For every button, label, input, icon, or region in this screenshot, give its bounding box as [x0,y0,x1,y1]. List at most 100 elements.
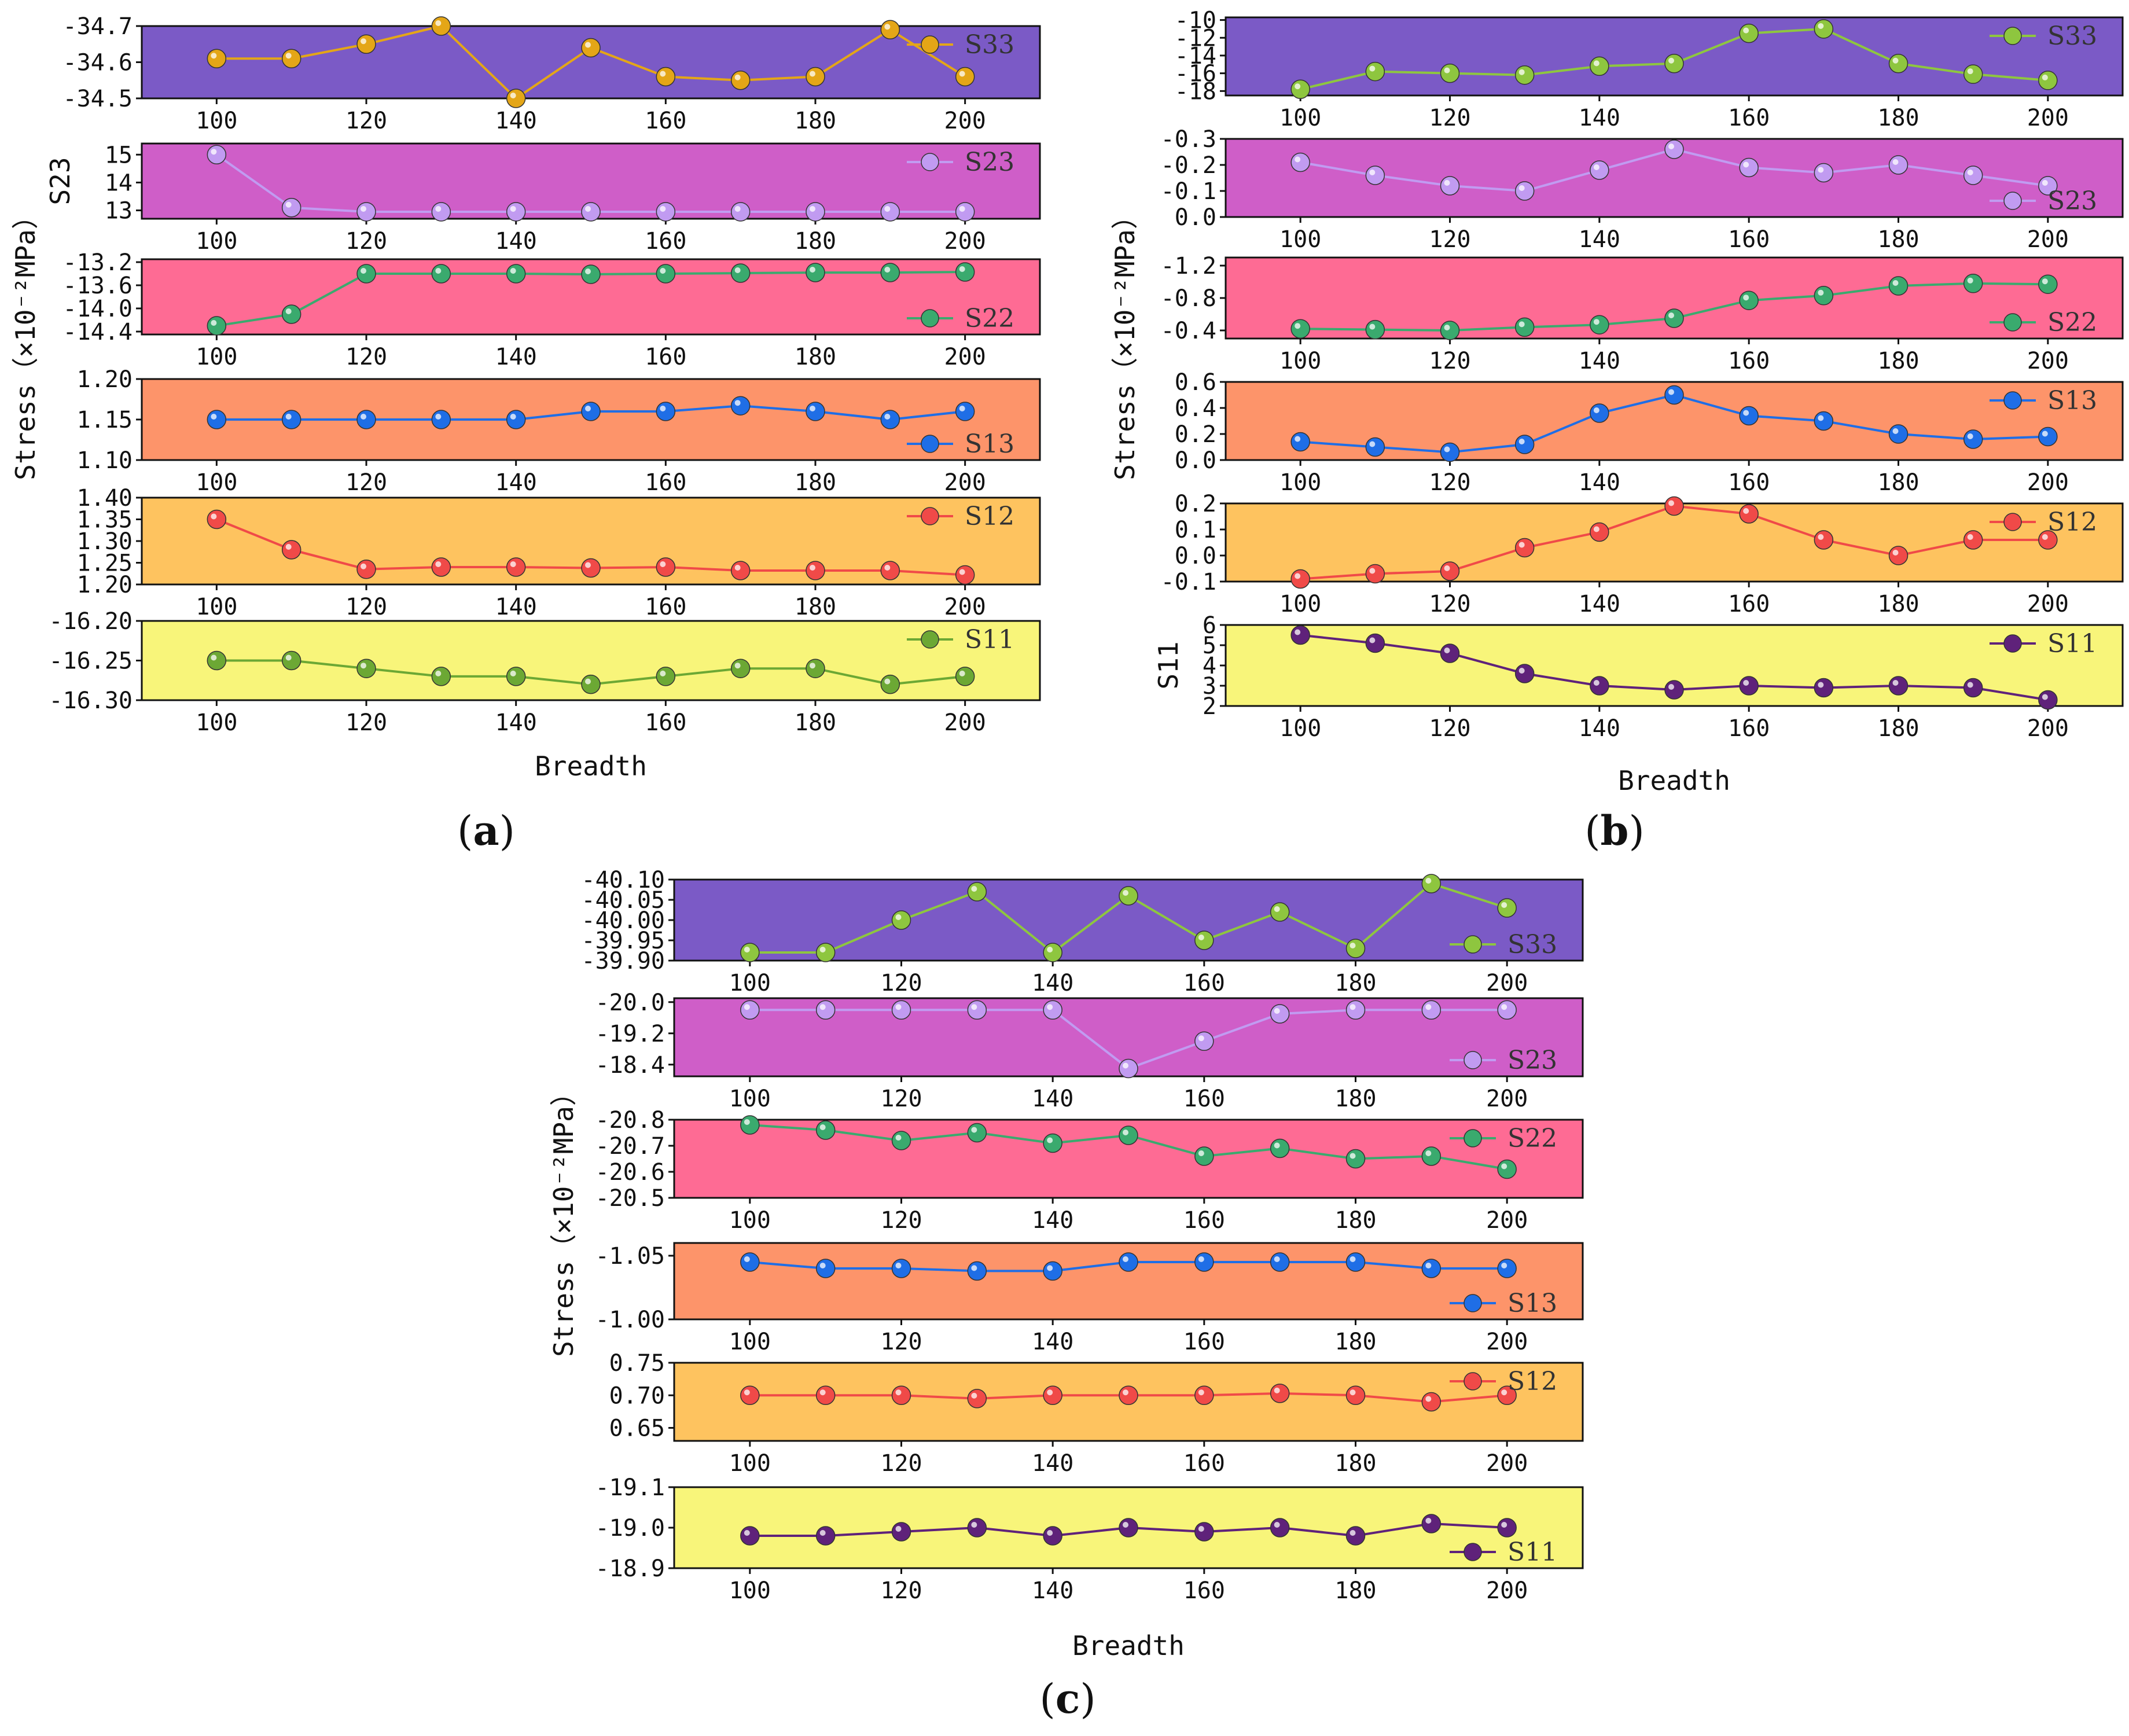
data-point [1590,160,1609,180]
data-point [431,16,451,36]
x-tick-label: 180 [1877,105,1919,131]
data-point [815,1120,836,1140]
data-point-highlight [810,71,815,77]
data-point [1290,319,1310,339]
data-point [1365,165,1385,185]
legend-label: S13 [1507,1289,1557,1318]
data-point [815,1385,836,1405]
legend-marker [2003,192,2022,210]
data-point-highlight [510,268,516,274]
data-point-highlight [2042,74,2048,80]
data-point [1888,676,1909,696]
legend-marker [921,507,939,525]
data-point [1514,664,1535,683]
data-point-highlight [1444,648,1450,653]
x-tick-label: 180 [1877,591,1919,617]
legend-label: S11 [1507,1538,1557,1567]
data-point-highlight [884,267,891,273]
data-point-highlight [1501,1522,1507,1528]
data-point-highlight [1518,542,1525,548]
x-tick-label: 200 [1486,1577,1528,1604]
data-point-highlight [1295,323,1301,329]
data-point-highlight [810,406,815,411]
data-point-highlight [660,561,666,567]
data-point-highlight [285,308,292,314]
x-tick-label: 160 [1728,591,1770,617]
x-tick-label: 160 [645,108,686,134]
x-tick-label: 200 [1486,970,1528,996]
data-point-highlight [1743,27,1749,34]
x-tick-label: 160 [1728,715,1770,742]
legend-marker [921,435,939,453]
x-tick-label: 140 [1032,1207,1073,1234]
data-point-highlight [211,513,217,520]
data-point [967,1261,987,1281]
data-point-highlight [585,406,591,411]
y-tick-label: -12 [1175,25,1216,52]
data-point [356,659,376,678]
data-point [1440,321,1460,340]
x-tick-label: 200 [2027,591,2069,617]
data-point-highlight [1350,1530,1356,1536]
caption-paren-close: ) [499,807,515,855]
data-point [1119,1385,1138,1405]
y-tick-label: -18 [1175,78,1216,105]
y-tick-label: -34.7 [63,13,133,40]
data-point-highlight [585,562,591,568]
data-point-highlight [1818,167,1824,173]
data-point-highlight [959,670,965,676]
data-point-highlight [1518,668,1525,674]
data-point-highlight [211,53,217,59]
x-tick-label: 200 [1486,1207,1528,1234]
data-point-highlight [1743,295,1749,301]
subplot-s22: -1.2 -0.8 -0.4 100 120 140 160 180 200 S22 [1161,253,2124,374]
data-point [1963,530,1983,550]
data-point-highlight [1518,439,1525,444]
y-axis-title: Stress（×10⁻²MPa） [1109,203,1141,480]
x-tick-label: 180 [1334,1450,1376,1477]
legend-label: S33 [2047,21,2097,51]
legend-marker [921,153,939,171]
y-tick-label: 1.40 [77,485,133,512]
data-point [1514,317,1535,337]
data-point [891,910,911,930]
y-tick-label: 1.20 [77,572,133,598]
data-point [955,565,975,585]
x-tick-label: 180 [1334,1577,1376,1604]
data-point-highlight [1967,277,1973,284]
subplot-s13: 0.60.40.20.0 100 120 140 160 180 200 S13 [1175,369,2124,496]
data-point-highlight [1123,1256,1128,1262]
x-tick-label: 200 [944,344,986,370]
data-point-highlight [1967,534,1973,540]
data-point [1814,411,1834,431]
y-tick-label: -1.05 [595,1243,665,1270]
data-point [1739,504,1759,524]
data-point [1270,1138,1290,1158]
data-point-highlight [744,1530,750,1536]
data-point-highlight [1444,180,1450,186]
legend-label: S23 [965,148,1014,177]
x-tick-label: 180 [795,108,836,134]
data-point-highlight [660,71,666,77]
x-tick-label: 200 [944,469,986,496]
y-tick-label: 0.2 [1175,491,1216,517]
y-tick-label: 6 [1203,612,1216,639]
data-point-highlight [744,1256,750,1262]
legend-label: S11 [965,625,1014,654]
x-tick-label: 140 [1579,348,1620,374]
y-tick-label: -34.6 [63,50,133,76]
data-point-highlight [1274,906,1280,912]
data-point-highlight [585,205,591,212]
legend-label: S11 [2047,629,2097,659]
data-point-highlight [1593,526,1599,532]
y-tick-label: -16.30 [49,687,133,714]
y-tick-label: -19.1 [595,1474,665,1501]
data-point-highlight [1123,1130,1128,1135]
data-point [880,263,900,282]
x-tick-label: 160 [1183,1577,1225,1604]
y-tick-label: 1.15 [77,407,133,433]
data-point-highlight [1350,1004,1356,1010]
x-tick-label: 140 [495,344,537,370]
y-tick-label: 2 [1203,693,1216,720]
